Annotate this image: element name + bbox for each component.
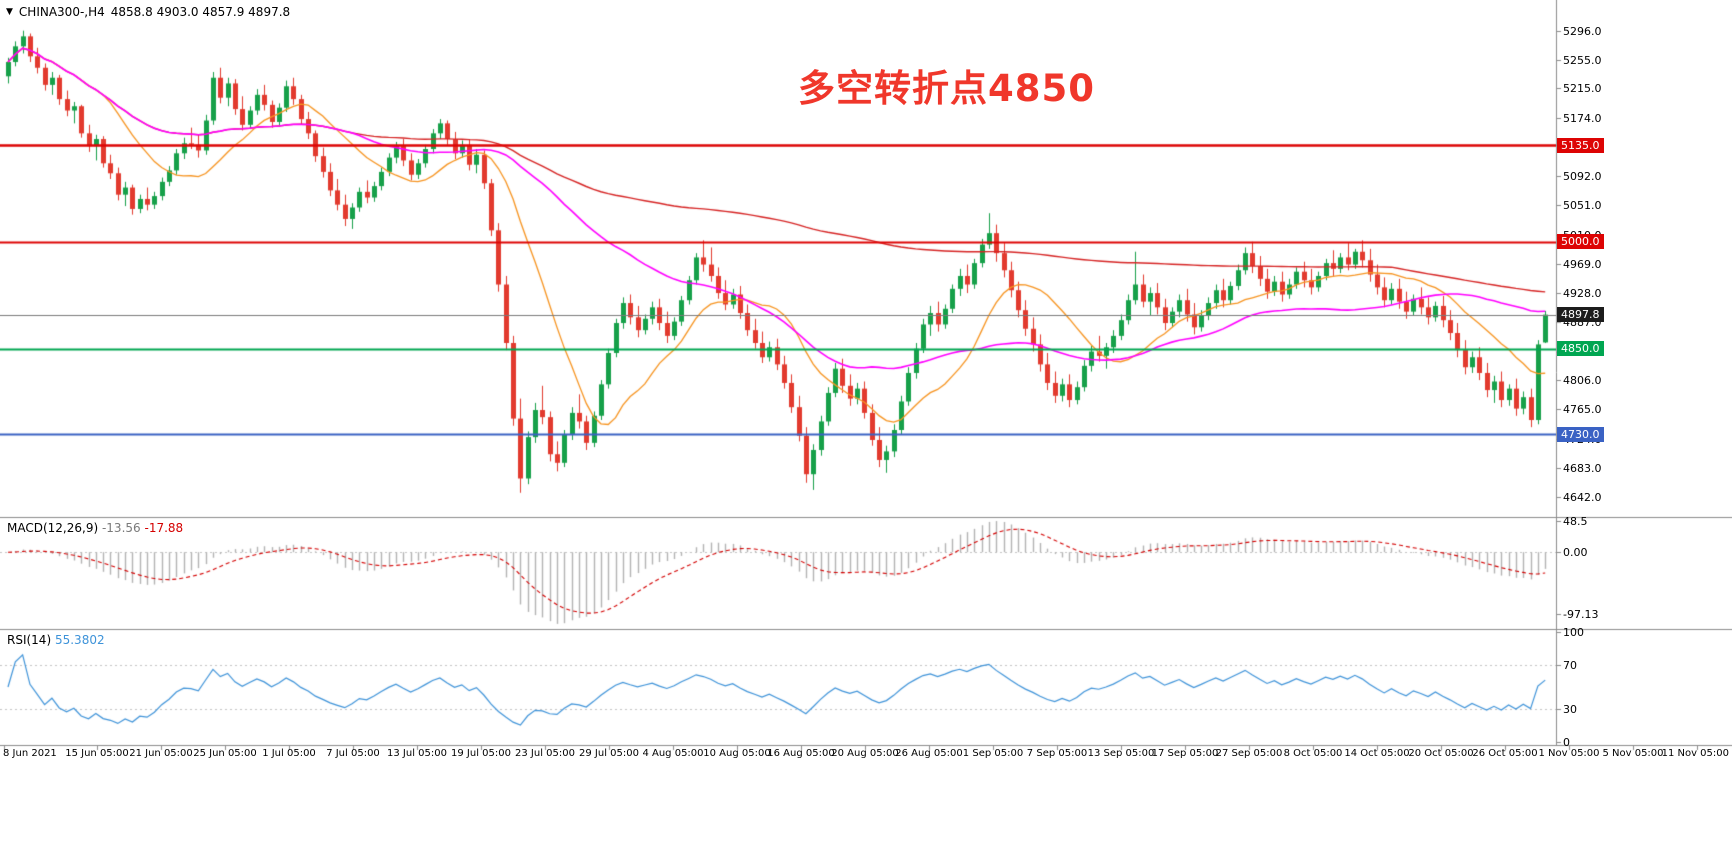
time-axis-label: 27 Sep 05:00	[1215, 748, 1283, 759]
time-axis-label: 10 Aug 05:00	[703, 748, 771, 759]
price-axis-tick: 5255.0	[1563, 53, 1602, 67]
price-axis-tick: 4969.0	[1563, 257, 1602, 271]
time-axis-label: 29 Jul 05:00	[579, 748, 639, 759]
macd-main-value: -13.56	[101, 521, 141, 535]
rsi-value: 55.3802	[54, 633, 105, 647]
annotation-text: 多空转折点4850	[798, 67, 1095, 110]
price-axis[interactable]: 5296.0 5255.0 5215.0 5174.0 5135.0 5092.0 5051…	[0, 0, 1732, 760]
time-axis-label: 21 Jun 05:00	[129, 748, 193, 759]
time-axis-label: 8 Jun 2021	[3, 748, 57, 759]
rsi-axis-tick: 30	[1563, 702, 1577, 716]
hline-price-badge: 4850.0	[1557, 341, 1604, 357]
macd-axis-tick: 0.00	[1563, 546, 1588, 560]
time-axis-label: 13 Jul 05:00	[387, 748, 447, 759]
price-axis-tick: 4642.0	[1563, 491, 1602, 505]
bid-price-badge: 4897.8	[1557, 307, 1604, 323]
time-axis-label: 1 Jul 05:00	[262, 748, 316, 759]
time-axis-label: 25 Jun 05:00	[193, 748, 257, 759]
price-axis-tick: 5051.0	[1563, 199, 1602, 213]
time-axis-label: 11 Nov 05:00	[1661, 748, 1729, 759]
time-axis-label: 5 Nov 05:00	[1602, 748, 1664, 759]
time-axis-label: 1 Nov 05:00	[1538, 748, 1600, 759]
hline-price-badge: 4730.0	[1557, 426, 1604, 442]
price-axis-tick: 5215.0	[1563, 82, 1602, 96]
macd-axis-tick: 48.5	[1563, 515, 1588, 529]
macd-indicator-label: MACD(12,26,9) -13.56 -17.88	[7, 521, 183, 535]
time-axis-label: 26 Oct 05:00	[1472, 748, 1538, 759]
time-axis[interactable]: 8 Jun 2021 15 Jun 05:00 21 Jun 05:00 25 Jun…	[0, 748, 1732, 762]
rsi-name: RSI(14)	[7, 633, 52, 647]
hline-price-badge: 5135.0	[1557, 137, 1604, 153]
price-axis-tick: 5174.0	[1563, 111, 1602, 125]
price-axis-tick: 4683.0	[1563, 461, 1602, 475]
price-axis-tick: 4765.0	[1563, 403, 1602, 417]
ohlc-values-label: 4858.8 4903.0 4857.9 4897.8	[110, 5, 291, 19]
time-axis-label: 19 Jul 05:00	[451, 748, 511, 759]
price-axis-tick: 5092.0	[1563, 170, 1602, 184]
time-axis-label: 26 Aug 05:00	[895, 748, 963, 759]
hline-price-badge: 5000.0	[1557, 234, 1604, 250]
symbol-timeframe-label: CHINA300-,H4	[18, 5, 105, 19]
time-axis-label: 7 Jul 05:00	[326, 748, 380, 759]
dropdown-arrow-icon[interactable]: ▼	[6, 7, 13, 17]
time-axis-label: 13 Sep 05:00	[1087, 748, 1155, 759]
time-axis-label: 1 Sep 05:00	[962, 748, 1024, 759]
time-axis-label: 4 Aug 05:00	[642, 748, 704, 759]
time-axis-label: 23 Jul 05:00	[515, 748, 575, 759]
price-axis-tick: 4806.0	[1563, 374, 1602, 388]
time-axis-label: 14 Oct 05:00	[1344, 748, 1410, 759]
time-axis-label: 16 Aug 05:00	[767, 748, 835, 759]
macd-axis-tick: -97.13	[1563, 608, 1599, 622]
rsi-axis-tick: 70	[1563, 659, 1577, 673]
rsi-axis-tick: 100	[1563, 626, 1584, 640]
time-axis-label: 7 Sep 05:00	[1026, 748, 1088, 759]
macd-signal-value: -17.88	[144, 521, 184, 535]
price-axis-tick: 5296.0	[1563, 24, 1602, 38]
time-axis-label: 15 Jun 05:00	[65, 748, 129, 759]
time-axis-label: 20 Aug 05:00	[831, 748, 899, 759]
rsi-indicator-label: RSI(14) 55.3802	[7, 633, 105, 647]
price-axis-tick: 4928.0	[1563, 287, 1602, 301]
time-axis-label: 20 Oct 05:00	[1408, 748, 1474, 759]
time-axis-label: 17 Sep 05:00	[1151, 748, 1219, 759]
symbol-info-line: ▼ CHINA300-,H4 4858.8 4903.0 4857.9 4897…	[6, 5, 290, 19]
macd-name: MACD(12,26,9)	[7, 521, 99, 535]
time-axis-label: 8 Oct 05:00	[1283, 748, 1343, 759]
rsi-axis-tick: 0	[1563, 735, 1570, 749]
